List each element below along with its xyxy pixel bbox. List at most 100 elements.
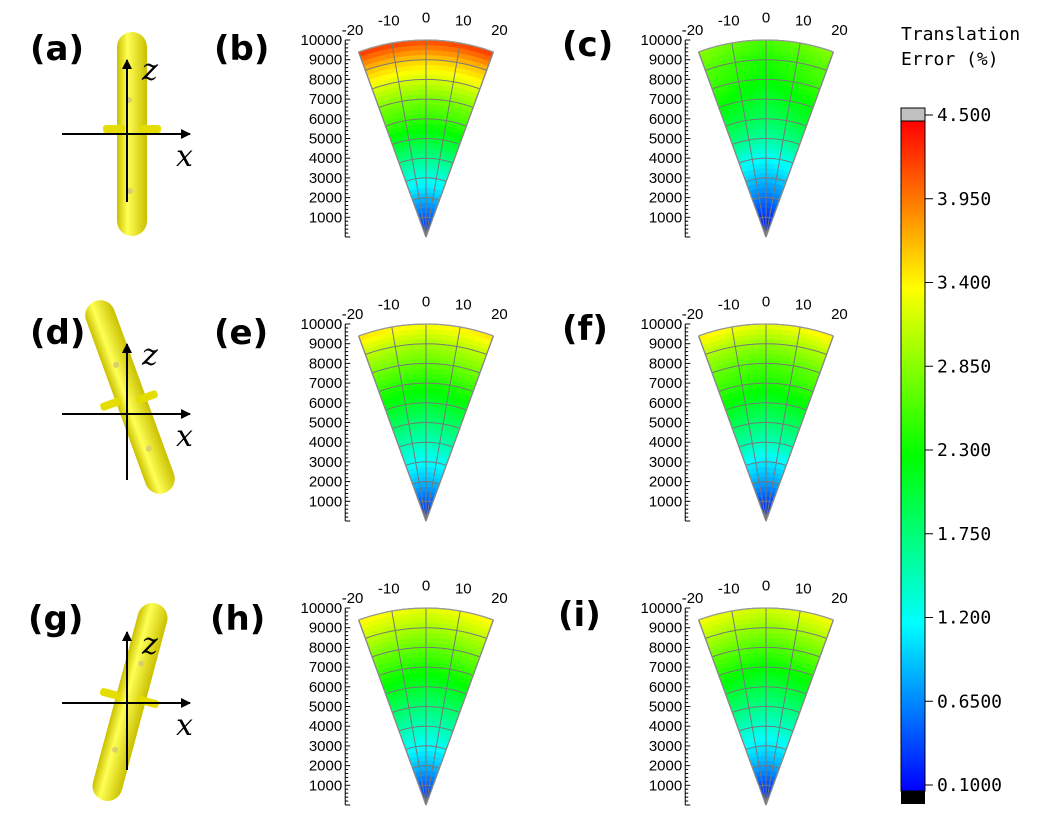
heat-cell (433, 333, 443, 340)
heat-cell (425, 157, 430, 164)
angle-tick-label: 10 (455, 13, 472, 30)
angular-gridline (425, 42, 461, 238)
heat-cell (421, 422, 427, 428)
radial-tick-label: 1000 (309, 209, 342, 226)
heat-cell (765, 387, 773, 394)
sector-panel: -20 -10 0 10 20 1000 2000 3000 4000 5000 6000 7000 8… (301, 577, 508, 806)
heat-cell (769, 706, 775, 713)
heat-cell (425, 138, 431, 144)
sector-outline (698, 323, 834, 337)
heat-cell (759, 735, 764, 742)
angle-tick-label: -20 (342, 306, 364, 323)
object-a: z x (62, 32, 193, 236)
angular-gridline (357, 51, 427, 238)
angle-tick-label: 20 (491, 22, 508, 39)
radial-tick-label: 1000 (649, 209, 682, 226)
heat-cell (429, 706, 435, 713)
heat-cell (421, 716, 427, 722)
heat-cell (765, 372, 773, 379)
heat-cell (765, 152, 770, 159)
heat-cell (765, 157, 770, 164)
heat-cell (433, 328, 444, 335)
heat-cell (758, 441, 764, 448)
heat-cell (416, 128, 422, 135)
heat-cell (430, 118, 437, 125)
heat-cell (418, 69, 427, 75)
heat-cell (772, 637, 781, 644)
heat-cell (419, 387, 427, 394)
object-d-body (85, 300, 175, 494)
heat-cell (754, 671, 761, 678)
sector-heatmaps: -20-10 0 102010002000300040005000600070008… (301, 9, 848, 806)
heat-cell (765, 338, 775, 345)
heat-cell (417, 427, 423, 434)
heat-cell (432, 652, 440, 659)
heat-cell (765, 627, 775, 634)
heat-cell (765, 108, 772, 115)
heat-cell (425, 656, 433, 663)
heat-cell (431, 89, 440, 96)
radial-tick-label: 6000 (649, 111, 682, 128)
angle-tick-label: 10 (795, 297, 812, 314)
panel-label-g: (g) (28, 599, 83, 639)
radial-tick-label: 8000 (649, 355, 682, 372)
heat-cell (417, 432, 423, 438)
heat-cell (770, 696, 776, 703)
heat-cell (425, 422, 431, 428)
object-g: z x (62, 602, 193, 802)
heat-cell (432, 69, 441, 76)
heat-cell (420, 696, 427, 702)
heat-cell (769, 138, 775, 145)
heat-cell (425, 64, 434, 71)
sector-panel: -20 -10 0 10 20 1000 2000 3000 4000 5000 6000 7000 8… (641, 577, 848, 806)
heat-cell (760, 128, 767, 134)
heat-cell (418, 441, 424, 448)
heat-cell (758, 74, 767, 80)
angular-gridline (697, 51, 767, 238)
heat-cell (772, 69, 781, 76)
heat-cell (765, 427, 771, 433)
heat-cell (762, 720, 767, 727)
heat-cell (760, 696, 767, 702)
heat-cell (755, 691, 762, 698)
heat-cell (408, 677, 416, 684)
heat-cell (765, 323, 775, 330)
heat-cell (418, 642, 427, 648)
radial-tick-label: 9000 (649, 336, 682, 353)
radial-tick-label: 4000 (309, 434, 342, 451)
heat-cell (430, 691, 437, 698)
heat-cell (748, 677, 756, 684)
heat-cell (408, 109, 416, 116)
heat-cell (425, 103, 433, 110)
heat-cell (415, 691, 422, 698)
heat-cell (419, 368, 427, 374)
angular-gridline (697, 335, 767, 522)
radial-tick-label: 8000 (649, 639, 682, 656)
heat-cell (765, 412, 772, 418)
heat-cell (412, 657, 421, 664)
heat-cell (410, 691, 417, 698)
heat-cell (759, 372, 767, 379)
heat-cell (418, 647, 427, 653)
heat-cell (761, 706, 767, 712)
heat-cell (418, 725, 424, 732)
radial-tick-label: 3000 (649, 454, 682, 471)
heat-cell (425, 118, 432, 125)
heat-cell (421, 706, 427, 712)
heat-cell (758, 363, 767, 369)
heat-cell (425, 372, 433, 379)
panel-label-h: (h) (210, 599, 265, 639)
heat-cell (430, 412, 436, 419)
heat-cell (408, 612, 419, 619)
radial-tick-label: 3000 (309, 454, 342, 471)
heat-cell (750, 407, 757, 414)
heat-cell (765, 59, 775, 66)
heat-cell (757, 39, 767, 46)
heat-cell (765, 128, 772, 134)
heat-cell (414, 671, 421, 678)
heat-cell (759, 730, 764, 737)
angle-tick-label: 0 (422, 9, 430, 26)
heat-cell (752, 373, 761, 380)
heat-cell (425, 358, 434, 364)
heat-cell (410, 118, 417, 126)
